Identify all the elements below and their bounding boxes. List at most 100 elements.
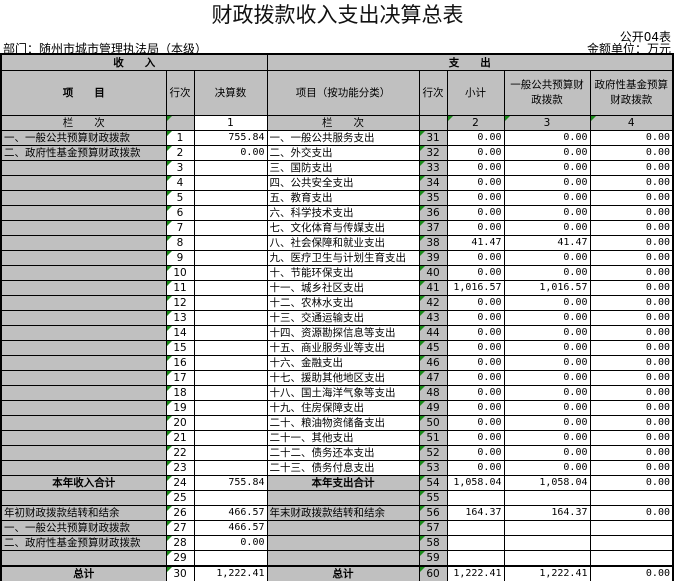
- income-item[interactable]: [0, 250, 167, 266]
- expense-general[interactable]: [503, 520, 591, 536]
- income-item[interactable]: [0, 370, 167, 386]
- expense-line[interactable]: 52: [418, 445, 448, 461]
- expense-subtotal[interactable]: [446, 535, 505, 551]
- income-line[interactable]: 14: [165, 325, 195, 341]
- income-amount[interactable]: [193, 265, 268, 281]
- expense-line[interactable]: 31: [418, 130, 448, 146]
- expense-line[interactable]: 36: [418, 205, 448, 221]
- income-amount[interactable]: [193, 355, 268, 371]
- expense-subtotal[interactable]: 0.00: [446, 355, 505, 371]
- income-item[interactable]: [0, 340, 167, 356]
- income-item[interactable]: [0, 160, 167, 176]
- expense-line[interactable]: 37: [418, 220, 448, 236]
- expense-fund[interactable]: 0.00: [589, 430, 674, 446]
- income-amount[interactable]: [193, 415, 268, 431]
- expense-subtotal[interactable]: 0.00: [446, 205, 505, 221]
- expense-line[interactable]: 45: [418, 340, 448, 356]
- expense-general[interactable]: 0.00: [503, 415, 591, 431]
- expense-line[interactable]: 51: [418, 430, 448, 446]
- income-line[interactable]: 7: [165, 220, 195, 236]
- expense-subtotal[interactable]: 0.00: [446, 340, 505, 356]
- income-item[interactable]: [0, 445, 167, 461]
- expense-item[interactable]: 二十、粮油物资储备支出: [266, 415, 420, 431]
- income-item[interactable]: [0, 205, 167, 221]
- expense-fund[interactable]: 0.00: [589, 325, 674, 341]
- expense-line[interactable]: 33: [418, 160, 448, 176]
- income-line[interactable]: 18: [165, 385, 195, 401]
- expense-fund[interactable]: 0.00: [589, 385, 674, 401]
- income-amount[interactable]: 466.57: [193, 505, 268, 521]
- expense-item[interactable]: 三、国防支出: [266, 160, 420, 176]
- expense-subtotal[interactable]: 164.37: [446, 505, 505, 521]
- expense-general[interactable]: 0.00: [503, 370, 591, 386]
- income-item[interactable]: 总计: [0, 565, 167, 581]
- expense-fund[interactable]: 0.00: [589, 205, 674, 221]
- expense-subtotal[interactable]: 0.00: [446, 325, 505, 341]
- expense-general[interactable]: 0.00: [503, 265, 591, 281]
- expense-general[interactable]: 0.00: [503, 295, 591, 311]
- expense-fund[interactable]: 0.00: [589, 445, 674, 461]
- income-amount[interactable]: 755.84: [193, 130, 268, 146]
- income-amount[interactable]: 1,222.41: [193, 565, 268, 581]
- expense-subtotal[interactable]: 0.00: [446, 445, 505, 461]
- income-line[interactable]: 20: [165, 415, 195, 431]
- expense-line[interactable]: 34: [418, 175, 448, 191]
- expense-line[interactable]: 56: [418, 505, 448, 521]
- income-amount[interactable]: [193, 310, 268, 326]
- income-line[interactable]: 8: [165, 235, 195, 251]
- expense-subtotal[interactable]: 0.00: [446, 175, 505, 191]
- expense-item[interactable]: 总计: [266, 565, 420, 581]
- income-line[interactable]: 30: [165, 565, 195, 581]
- expense-general[interactable]: 0.00: [503, 340, 591, 356]
- expense-fund[interactable]: 0.00: [589, 130, 674, 146]
- expense-general[interactable]: 1,222.41: [503, 565, 591, 581]
- expense-general[interactable]: 0.00: [503, 430, 591, 446]
- expense-item[interactable]: 十八、国土海洋气象等支出: [266, 385, 420, 401]
- expense-item[interactable]: 二十二、债务还本支出: [266, 445, 420, 461]
- expense-general[interactable]: 0.00: [503, 190, 591, 206]
- income-amount[interactable]: [193, 220, 268, 236]
- income-item[interactable]: 本年收入合计: [0, 475, 167, 491]
- income-item[interactable]: [0, 430, 167, 446]
- income-line[interactable]: 10: [165, 265, 195, 281]
- income-item[interactable]: [0, 295, 167, 311]
- income-item[interactable]: [0, 550, 167, 567]
- expense-subtotal[interactable]: 0.00: [446, 400, 505, 416]
- expense-item[interactable]: 十九、住房保障支出: [266, 400, 420, 416]
- income-line[interactable]: 21: [165, 430, 195, 446]
- expense-subtotal[interactable]: 0.00: [446, 160, 505, 176]
- income-item[interactable]: [0, 385, 167, 401]
- income-line[interactable]: 19: [165, 400, 195, 416]
- expense-subtotal[interactable]: 0.00: [446, 385, 505, 401]
- income-amount[interactable]: [193, 460, 268, 476]
- expense-line[interactable]: 57: [418, 520, 448, 536]
- income-line[interactable]: 24: [165, 475, 195, 491]
- income-amount[interactable]: [193, 445, 268, 461]
- expense-item[interactable]: 十一、城乡社区支出: [266, 280, 420, 296]
- expense-general[interactable]: 1,058.04: [503, 475, 591, 491]
- income-item[interactable]: [0, 175, 167, 191]
- income-line[interactable]: 1: [165, 130, 195, 146]
- expense-line[interactable]: 47: [418, 370, 448, 386]
- expense-item[interactable]: 一、一般公共服务支出: [266, 130, 420, 146]
- income-amount[interactable]: 466.57: [193, 520, 268, 536]
- income-line[interactable]: 5: [165, 190, 195, 206]
- expense-line[interactable]: 35: [418, 190, 448, 206]
- income-line[interactable]: 15: [165, 340, 195, 356]
- income-line[interactable]: 23: [165, 460, 195, 476]
- expense-item[interactable]: 九、医疗卫生与计划生育支出: [266, 250, 420, 266]
- expense-general[interactable]: 0.00: [503, 355, 591, 371]
- expense-general[interactable]: 41.47: [503, 235, 591, 251]
- expense-line[interactable]: 40: [418, 265, 448, 281]
- income-amount[interactable]: [193, 175, 268, 191]
- expense-fund[interactable]: 0.00: [589, 355, 674, 371]
- expense-line[interactable]: 46: [418, 355, 448, 371]
- income-item[interactable]: 年初财政拨款结转和结余: [0, 505, 167, 521]
- income-amount[interactable]: [193, 295, 268, 311]
- expense-subtotal[interactable]: 0.00: [446, 430, 505, 446]
- income-item[interactable]: [0, 325, 167, 341]
- expense-line[interactable]: 42: [418, 295, 448, 311]
- income-item[interactable]: 一、一般公共预算财政拨款: [0, 130, 167, 146]
- expense-item[interactable]: 十五、商业服务业等支出: [266, 340, 420, 356]
- expense-general[interactable]: 0.00: [503, 250, 591, 266]
